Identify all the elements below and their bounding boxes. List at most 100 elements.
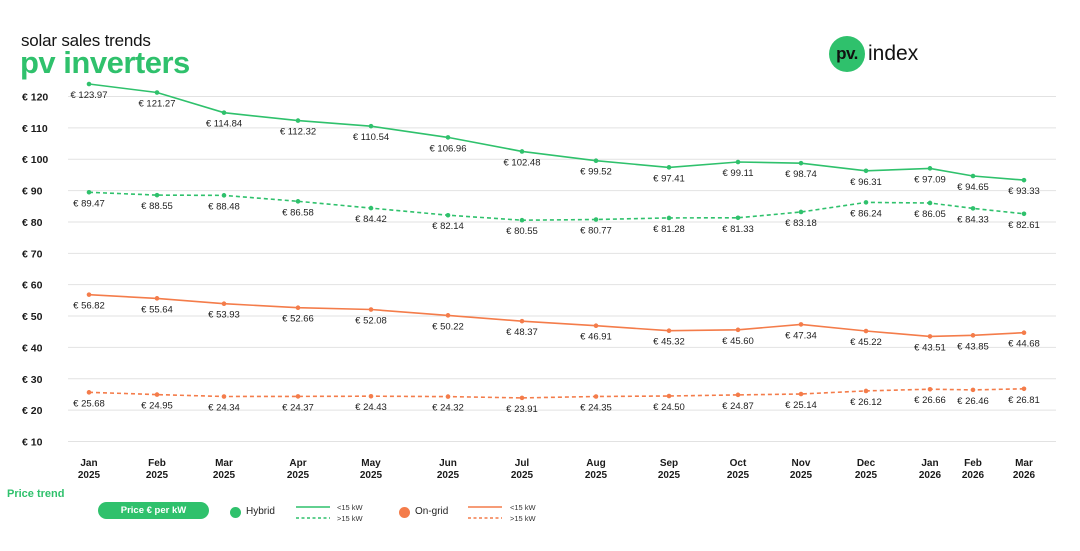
data-label: € 99.52 [580,167,612,178]
data-point [86,189,92,195]
data-label: € 80.77 [580,226,612,237]
data-label: € 24.50 [653,402,685,413]
x-tick-year: 2025 [585,470,608,481]
data-point [593,158,599,164]
data-label: € 98.74 [785,169,817,180]
x-tick-year: 2025 [213,470,236,481]
data-point [735,392,741,398]
data-point [368,393,374,399]
data-point [666,393,672,399]
x-tick-year: 2026 [962,470,985,481]
data-label: € 99.11 [723,168,754,179]
x-tick-year: 2025 [146,470,169,481]
data-label: € 121.27 [139,99,176,110]
data-point [1021,211,1027,217]
y-tick-label: € 70 [22,248,43,260]
data-label: € 80.55 [506,226,538,237]
data-point [445,394,451,399]
data-label: € 110.54 [353,132,389,143]
y-tick-label: € 90 [22,186,43,198]
data-label: € 26.66 [914,395,946,406]
data-label: € 26.81 [1008,395,1040,406]
data-point [295,118,301,123]
x-tick-year: 2025 [511,470,534,481]
data-point [221,193,227,198]
logo-text: index [868,42,919,65]
data-point [154,90,160,95]
data-label: € 26.12 [850,397,882,408]
data-label: € 112.32 [280,127,316,138]
data-label: € 25.68 [73,398,105,409]
x-tick-month: Jan [80,458,97,469]
data-label: € 94.65 [957,182,989,193]
data-point [86,292,92,297]
data-point [445,135,451,140]
y-tick-label: € 40 [22,342,43,354]
data-point [295,394,301,399]
data-point [221,394,227,399]
data-point [863,168,869,174]
data-label: € 86.24 [850,208,882,219]
series-line-1 [88,191,1025,222]
data-label: € 50.22 [432,321,464,332]
y-tick-label: € 60 [22,280,43,292]
y-tick-label: € 50 [22,311,43,323]
data-point [221,301,227,307]
legend-hybrid-label: Hybrid [246,506,275,517]
x-tick-year: 2025 [78,470,101,481]
data-label: € 56.82 [73,301,105,312]
x-tick-month: Dec [857,458,876,469]
data-point [735,327,741,333]
data-point [154,192,160,198]
data-label: € 23.91 [506,404,538,415]
data-label: € 24.37 [282,402,314,413]
legend-hybrid-dashed-label: >15 kW [337,514,363,523]
data-label: € 82.61 [1008,220,1040,231]
y-tick-label: € 20 [22,405,43,417]
legend-ongrid-lines [468,506,502,519]
x-tick-year: 2025 [790,470,813,481]
data-label: € 83.18 [785,218,817,229]
data-label: € 24.34 [208,403,240,414]
data-label: € 84.33 [957,214,989,225]
data-point [1021,177,1027,183]
x-tick-year: 2026 [919,470,942,481]
data-label: € 24.95 [141,401,173,412]
data-point [519,395,525,401]
data-point [1021,330,1027,336]
data-label: € 45.60 [722,336,754,347]
data-point [86,81,92,87]
x-tick-month: Sep [660,458,678,469]
data-point [970,206,976,211]
data-point [1021,386,1027,392]
x-tick-month: Jan [921,458,938,469]
unit-pill: Price € per kW [98,502,209,519]
legend-hybrid-dot [230,507,241,518]
data-point [295,199,301,204]
data-point [798,322,804,327]
data-point [519,217,525,223]
data-label: € 88.55 [141,201,173,212]
data-point [927,166,933,171]
data-point [445,313,451,318]
data-label: € 24.35 [580,402,612,413]
data-point [221,110,227,115]
data-point [798,209,804,215]
y-tick-label: € 30 [22,374,43,386]
data-label: € 52.66 [282,314,314,325]
data-label: € 96.31 [850,177,882,188]
legend-hybrid-lines [296,506,330,519]
x-tick-year: 2025 [855,470,878,481]
data-label: € 89.47 [73,198,105,209]
data-label: € 44.68 [1008,339,1040,350]
legend-hybrid-solid-label: <15 kW [337,503,363,512]
data-label: € 123.97 [71,90,108,101]
x-tick-year: 2025 [727,470,750,481]
data-label: € 86.58 [282,207,314,218]
x-tick-year: 2026 [1013,470,1036,481]
y-tick-label: € 80 [22,217,43,229]
data-label: € 81.33 [722,224,754,235]
data-point [445,212,451,218]
data-point [927,334,933,339]
